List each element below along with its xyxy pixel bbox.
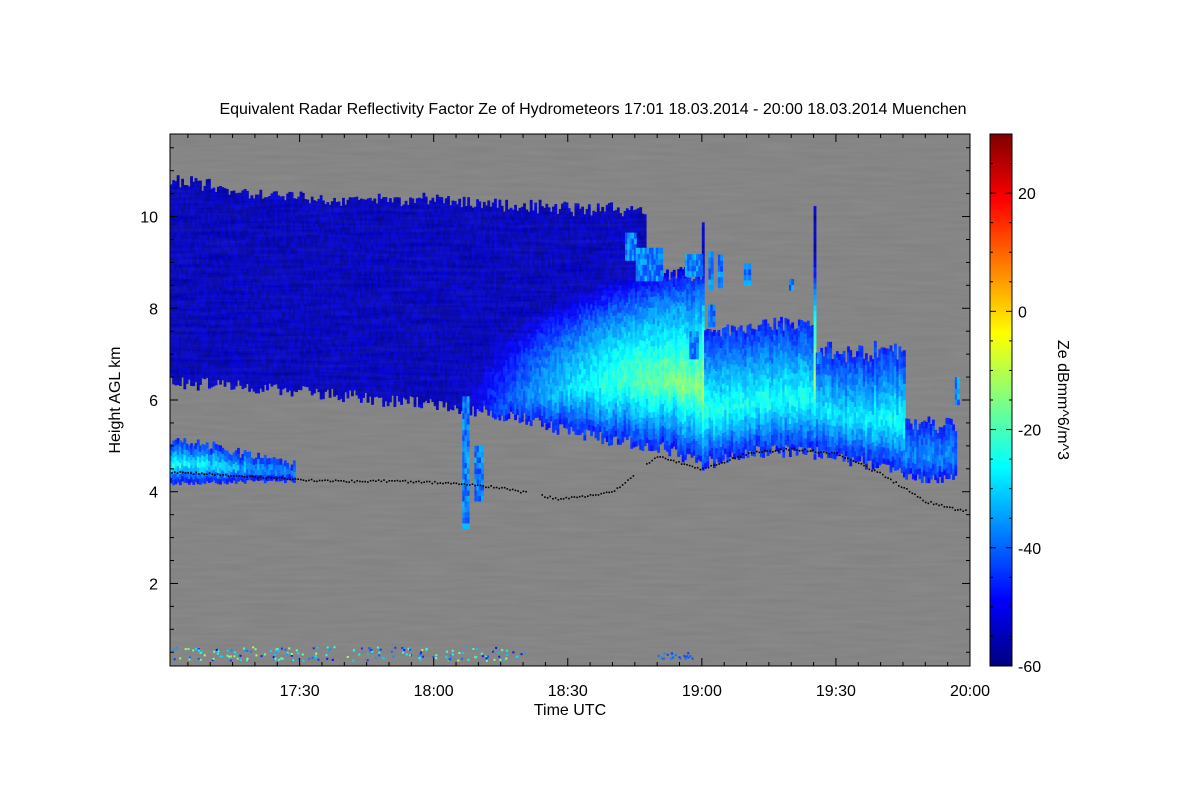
reflectivity-field [170,134,970,666]
x-tick-label: 20:00 [950,683,990,700]
x-axis-label: Time UTC [534,702,606,719]
y-tick-label: 8 [149,301,158,318]
colorbar-tick-label: 0 [1018,304,1027,321]
x-tick-label: 18:00 [414,683,454,700]
colorbar-tick-label: -20 [1018,423,1041,440]
colorbar-tick-label: -40 [1018,541,1041,558]
x-tick-label: 18:30 [548,683,588,700]
chart-title: Equivalent Radar Reflectivity Factor Ze … [219,101,966,118]
x-tick-label: 17:30 [280,683,320,700]
y-axis-label: Height AGL km [107,346,124,453]
x-tick-label: 19:30 [816,683,856,700]
y-tick-label: 4 [149,485,158,502]
colorbar: -60 -40 -20 0 20 [990,134,1041,676]
colorbar-tick-label: -60 [1018,659,1041,676]
colorbar-gradient [990,134,1012,666]
y-tick-label: 2 [149,576,158,593]
x-tick-label: 19:00 [682,683,722,700]
colorbar-label: Ze dBmm^6/m^3 [1054,340,1071,460]
colorbar-tick-label: 20 [1018,186,1036,203]
texture-overlay [170,134,970,666]
plot-area [170,134,970,666]
y-tick-label: 6 [149,393,158,410]
y-tick-label: 10 [140,210,158,227]
